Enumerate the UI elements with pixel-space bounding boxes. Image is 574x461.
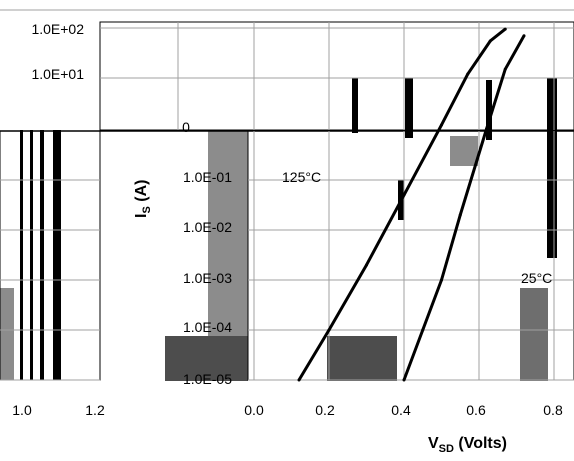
y-tick-label: 1.0E-02 bbox=[183, 219, 232, 235]
plot-frame-left bbox=[0, 130, 101, 381]
x-tick-label: 0.4 bbox=[391, 402, 411, 418]
series-line-1 bbox=[402, 35, 526, 381]
y-tick-labels: 1.0E+02 1.0E+01 1.0E-01 1.0E-02 1.0E-03 … bbox=[31, 21, 232, 387]
artifact-bar bbox=[20, 130, 23, 380]
x-axis-title-main: V bbox=[428, 435, 439, 452]
series-point bbox=[402, 378, 406, 382]
y-tick-label: 1.0E+01 bbox=[31, 66, 84, 82]
artifact-block bbox=[165, 336, 248, 381]
artifact-block bbox=[327, 336, 397, 381]
series-point bbox=[440, 123, 443, 127]
series-layer bbox=[297, 27, 526, 382]
series-point bbox=[365, 263, 368, 267]
series-point bbox=[503, 67, 507, 71]
x-tick-label: 0.8 bbox=[543, 402, 563, 418]
plot-frame-upper bbox=[99, 21, 574, 131]
series-point bbox=[327, 328, 331, 332]
artifact-bar bbox=[53, 130, 61, 380]
x-tick-labels: 0.0 0.2 0.4 0.6 0.8 bbox=[244, 402, 563, 418]
series-point bbox=[440, 278, 443, 282]
series-point bbox=[421, 328, 425, 332]
annotation-25c: 25°C bbox=[521, 270, 552, 286]
series-point bbox=[297, 378, 301, 382]
fragment-left-tick-1: 1.0 bbox=[12, 402, 32, 418]
artifact-block bbox=[520, 288, 548, 381]
series-point bbox=[522, 34, 526, 38]
x-axis-title: VSD (Volts) bbox=[428, 435, 507, 455]
y-tick-label: 1.0E-04 bbox=[183, 319, 232, 335]
series-point bbox=[488, 39, 492, 43]
artifact-block bbox=[0, 288, 14, 380]
x-tick-label: 0.0 bbox=[244, 402, 264, 418]
series-point bbox=[402, 193, 406, 197]
artifact-bar bbox=[30, 130, 33, 380]
series-line-0 bbox=[297, 27, 507, 381]
y-tick-label: 1.0E+02 bbox=[31, 21, 84, 37]
y-axis-title: IS (A) bbox=[133, 180, 153, 218]
artifact-bar bbox=[547, 78, 557, 258]
artifact-bar bbox=[486, 80, 492, 140]
y-axis-title-suffix: (A) bbox=[133, 180, 150, 207]
y-axis-title-sub: S bbox=[141, 206, 153, 213]
fragment-zero-label: 0 bbox=[182, 119, 190, 135]
fragment-left-tick-2: 1.2 bbox=[85, 402, 105, 418]
x-tick-label: 0.2 bbox=[315, 402, 335, 418]
artifact-block bbox=[450, 136, 478, 166]
y-tick-label: 1.0E-01 bbox=[183, 169, 232, 185]
annotation-125c: 125°C bbox=[282, 169, 321, 185]
x-axis-title-sub: SD bbox=[439, 443, 454, 455]
grid bbox=[0, 22, 574, 381]
artifact-bar bbox=[40, 130, 44, 380]
x-axis-title-suffix: (Volts) bbox=[454, 435, 507, 452]
y-tick-label: 1.0E-05 bbox=[183, 371, 232, 387]
artifact-bar bbox=[352, 78, 358, 133]
series-point bbox=[458, 213, 462, 217]
series-point bbox=[503, 27, 507, 31]
series-point bbox=[466, 72, 470, 76]
x-tick-label: 0.6 bbox=[466, 402, 486, 418]
y-tick-label: 1.0E-03 bbox=[183, 270, 232, 286]
series-point bbox=[485, 127, 488, 131]
artifact-blocks bbox=[0, 78, 557, 381]
y-axis-title-main: I bbox=[133, 214, 150, 218]
artifact-bar bbox=[405, 78, 413, 138]
